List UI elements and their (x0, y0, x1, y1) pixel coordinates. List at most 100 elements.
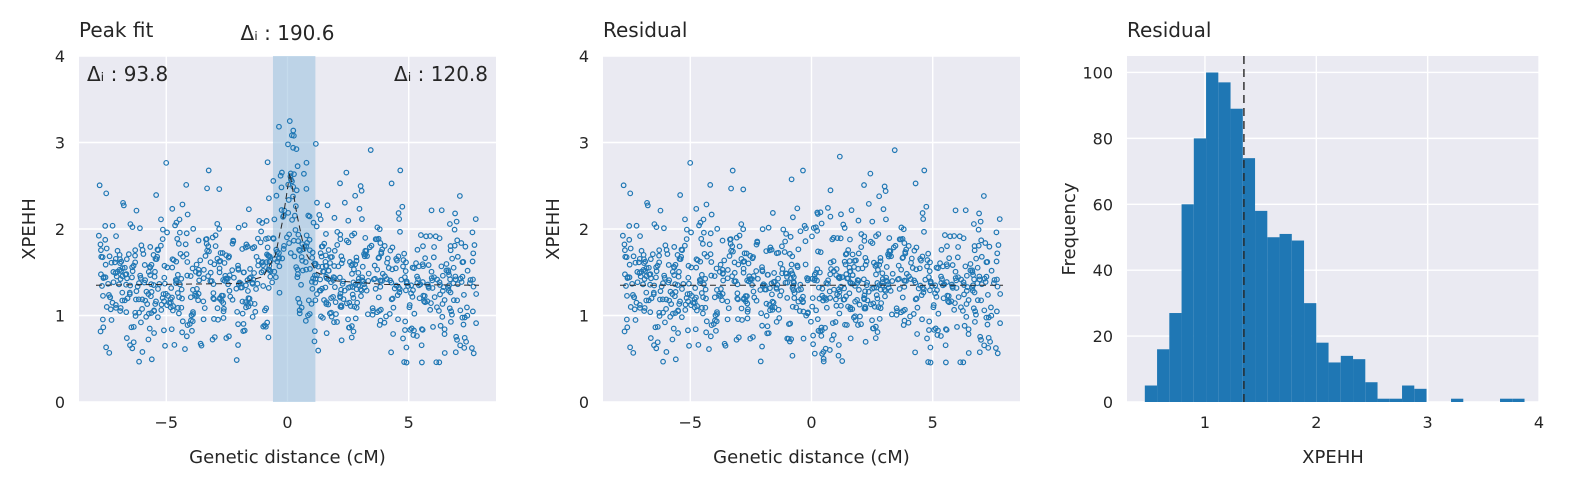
data-point (886, 251, 893, 258)
data-point (653, 264, 660, 271)
data-point (200, 298, 207, 305)
data-point (846, 268, 853, 275)
data-point (322, 284, 329, 291)
data-point (438, 263, 445, 270)
data-point (358, 187, 365, 194)
data-point (804, 275, 810, 281)
data-point (352, 192, 359, 199)
data-point (197, 257, 204, 264)
data-point (309, 249, 316, 256)
data-point (402, 268, 409, 275)
data-point (348, 334, 355, 341)
data-point (981, 307, 988, 314)
data-point (183, 230, 190, 237)
data-point (703, 318, 710, 325)
data-point (642, 268, 648, 274)
data-point (100, 324, 107, 331)
data-point (995, 242, 1002, 248)
data-point (865, 288, 872, 295)
data-point (654, 323, 661, 330)
data-point (682, 307, 689, 313)
data-point (309, 285, 316, 292)
data-point (216, 186, 223, 192)
data-point (847, 335, 854, 342)
data-point (676, 256, 683, 262)
data-point (445, 284, 452, 291)
peak-fit-xlabel: Genetic distance (cM) (189, 447, 386, 468)
data-point (978, 336, 984, 343)
data-point (670, 325, 677, 332)
data-point (290, 144, 297, 151)
x-tick-label: 3 (1423, 413, 1433, 432)
data-point (310, 219, 317, 226)
data-point (325, 247, 332, 253)
data-point (812, 275, 818, 282)
data-point (820, 355, 827, 362)
data-point (921, 228, 927, 235)
data-point (683, 226, 690, 233)
data-point (303, 266, 310, 273)
histogram-bar (1304, 303, 1317, 402)
data-point (330, 293, 336, 300)
data-point (388, 180, 395, 187)
data-point (162, 342, 168, 349)
data-point (132, 252, 138, 259)
data-point (909, 265, 916, 271)
data-point (713, 327, 719, 334)
data-point (164, 292, 171, 299)
data-point (278, 207, 285, 213)
x-tick-label: 2 (1311, 413, 1321, 432)
data-point (970, 272, 976, 278)
data-point (981, 275, 988, 282)
data-point (654, 339, 661, 346)
data-point (784, 294, 791, 301)
data-point (719, 237, 726, 244)
data-point (877, 258, 884, 265)
data-point (693, 256, 700, 263)
data-point (969, 269, 976, 275)
data-point (119, 297, 126, 304)
data-point (99, 316, 106, 323)
data-point (214, 220, 221, 227)
data-point (643, 297, 650, 304)
data-point (210, 295, 217, 302)
data-point (395, 284, 402, 291)
data-point (671, 244, 678, 250)
data-point (169, 256, 176, 263)
data-point (377, 317, 384, 324)
data-point (120, 202, 127, 209)
data-point (349, 270, 355, 277)
data-point (202, 236, 209, 243)
data-point (176, 216, 183, 223)
data-point (436, 359, 443, 366)
data-point (211, 296, 217, 303)
data-point (696, 222, 702, 229)
data-point (235, 262, 241, 269)
data-point (874, 329, 881, 335)
data-point (169, 264, 176, 271)
data-point (937, 333, 944, 339)
data-point (913, 244, 920, 251)
data-point (138, 242, 145, 249)
data-point (353, 257, 360, 264)
data-point (854, 277, 861, 283)
data-point (851, 314, 857, 321)
data-point (753, 297, 760, 304)
data-point (252, 308, 259, 315)
data-point (230, 274, 237, 281)
data-point (692, 326, 699, 333)
data-point (351, 303, 358, 310)
data-point (991, 277, 998, 283)
data-point (118, 268, 124, 274)
data-point (877, 255, 884, 261)
data-point (276, 254, 282, 261)
data-point (937, 260, 943, 267)
data-point (894, 308, 901, 314)
data-point (243, 282, 249, 289)
data-point (177, 250, 184, 257)
data-point (285, 197, 292, 203)
data-point (182, 241, 189, 248)
data-point (271, 216, 278, 223)
data-point (472, 216, 479, 223)
data-point (103, 190, 110, 197)
